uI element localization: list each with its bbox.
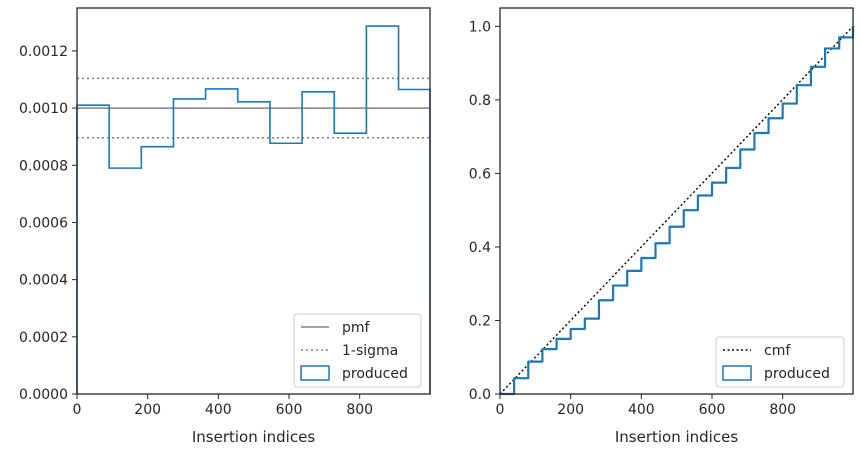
right-legend: cmf produced <box>715 336 845 388</box>
histogram-bin <box>141 147 173 394</box>
x-tick-label: 0 <box>73 402 82 418</box>
y-tick-label: 0.4 <box>469 240 491 256</box>
histogram-bin <box>173 99 205 394</box>
y-tick-label: 0.0008 <box>19 158 68 174</box>
x-tick-label: 400 <box>628 402 655 418</box>
legend-label: produced <box>764 366 830 382</box>
y-tick-label: 0.0012 <box>19 44 68 60</box>
legend-label: produced <box>342 366 408 382</box>
x-tick-label: 800 <box>346 402 373 418</box>
y-tick-label: 0.6 <box>469 166 491 182</box>
y-tick-label: 0.0010 <box>19 101 68 117</box>
y-tick-label: 0.0006 <box>19 215 68 231</box>
legend-label: 1-sigma <box>342 343 398 359</box>
legend-box <box>715 336 845 388</box>
histogram-bin <box>238 102 270 394</box>
x-tick-label: 200 <box>134 402 161 418</box>
histogram-bin <box>206 89 238 394</box>
histogram-bin <box>109 168 141 394</box>
y-tick-label: 0.0004 <box>19 273 68 289</box>
axes-frame <box>76 7 431 395</box>
produced-cdf-line <box>500 26 855 396</box>
y-tick-label: 0.0000 <box>19 387 68 403</box>
legend-box <box>293 313 422 388</box>
y-tick-label: 0.2 <box>469 313 491 329</box>
x-tick-label: 800 <box>769 402 796 418</box>
right-axes: 0 200 400 600 800 0.0 0.2 0.4 0.6 0.8 1.0 Insertion… <box>469 7 855 446</box>
legend-produced-swatch <box>722 365 752 381</box>
left-plot-area <box>76 25 431 394</box>
y-tick-label: 0.8 <box>469 93 491 109</box>
right-plot-area <box>499 25 855 396</box>
produced-histogram <box>76 25 431 394</box>
x-tick-label: 0 <box>496 402 505 418</box>
y-tick-label: 0.0002 <box>19 330 68 346</box>
x-axis-label: Insertion indices <box>615 428 738 446</box>
y-tick-label: 0.0 <box>469 387 491 403</box>
y-tick-label: 1.0 <box>469 19 491 35</box>
left-axes: 0 200 400 600 800 0.0000 0.0002 0.0004 0.0006 0.0… <box>19 7 431 446</box>
legend-label: pmf <box>342 320 371 336</box>
left-legend: pmf 1-sigma produced <box>293 313 422 388</box>
axes-frame <box>499 7 854 395</box>
x-tick-label: 600 <box>699 402 726 418</box>
x-tick-label: 200 <box>557 402 584 418</box>
x-tick-label: 400 <box>205 402 232 418</box>
x-tick-label: 600 <box>276 402 303 418</box>
legend-label: cmf <box>764 343 791 359</box>
legend-produced-swatch <box>300 365 330 381</box>
histogram-bin <box>77 105 109 394</box>
x-axis-label: Insertion indices <box>192 428 315 446</box>
cmf-line <box>499 25 854 395</box>
